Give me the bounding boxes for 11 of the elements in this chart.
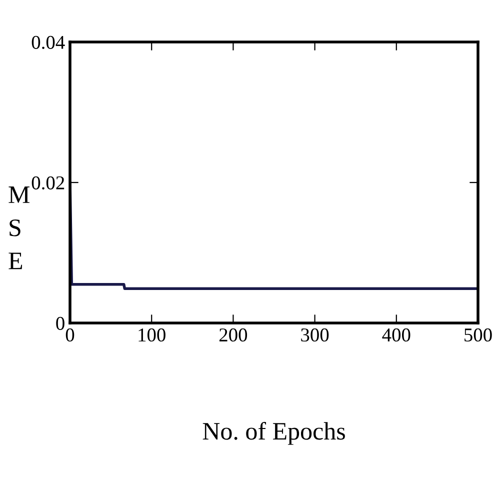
y-tick-label: 0 [56,316,64,330]
y-tick-label: 0.02 [32,176,64,190]
x-tick-label: 200 [219,328,248,342]
x-tick-label: 100 [138,328,166,342]
y-tick-label: 0.04 [32,36,65,50]
x-tick-label: 300 [301,328,329,342]
y-axis-title: MSE [8,186,30,270]
x-axis-title: No. of Epochs [202,422,345,445]
x-tick-label: 500 [464,328,492,342]
x-tick-label: 0 [66,328,74,342]
x-tick-label: 400 [382,328,410,342]
